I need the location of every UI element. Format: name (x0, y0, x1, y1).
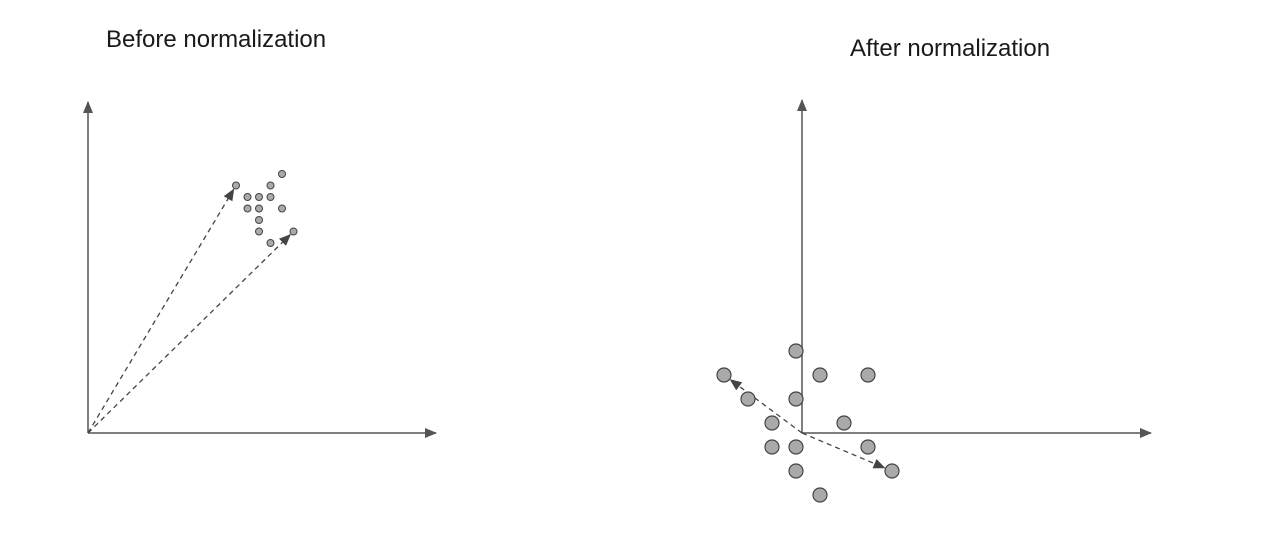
before-axes (83, 101, 437, 438)
after-axes (797, 99, 1152, 438)
after-point (884, 463, 900, 479)
after-point (788, 463, 804, 479)
before-point (266, 193, 275, 201)
after-point (764, 439, 780, 455)
after-vector-0 (729, 379, 803, 434)
before-point (255, 227, 263, 236)
after-points (716, 343, 900, 503)
before-vector-0 (87, 188, 235, 434)
before-point (278, 204, 286, 213)
before-point (255, 216, 263, 224)
after-point (836, 415, 852, 431)
before-point (255, 193, 263, 201)
before-point (278, 170, 286, 178)
before-vector-1 (87, 233, 292, 434)
before-point (255, 204, 263, 213)
before-vectors (87, 188, 292, 434)
after-vectors (729, 379, 886, 469)
after-title: After normalization (850, 35, 1051, 62)
after-point (740, 391, 756, 407)
after-point (788, 391, 804, 407)
after-point (764, 415, 780, 431)
before-point (289, 227, 298, 236)
after-point (860, 367, 876, 383)
before-points (232, 170, 298, 247)
after-point (788, 343, 804, 359)
before-point (266, 181, 275, 190)
before-title: Before normalization (106, 26, 327, 53)
after-point (716, 367, 732, 383)
before-point (243, 204, 252, 213)
after-point (812, 367, 828, 383)
before-point (232, 181, 240, 190)
after-point (860, 439, 876, 455)
after-point (788, 439, 804, 455)
before-point (266, 239, 275, 247)
before-point (243, 193, 252, 201)
after-point (812, 487, 828, 503)
after-vector-1 (801, 432, 886, 469)
